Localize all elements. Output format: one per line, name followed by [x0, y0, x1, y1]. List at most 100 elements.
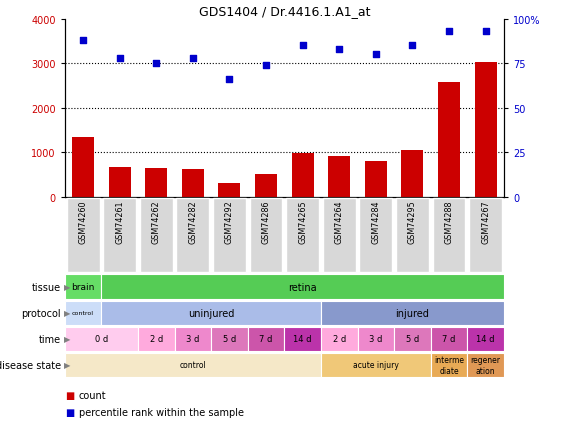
FancyBboxPatch shape	[101, 275, 504, 299]
Bar	[365, 162, 387, 197]
FancyBboxPatch shape	[396, 198, 429, 273]
Text: interme
diate: interme diate	[434, 355, 464, 375]
Text: GSM74284: GSM74284	[372, 200, 380, 243]
Bar	[182, 170, 204, 197]
FancyBboxPatch shape	[101, 301, 321, 325]
FancyBboxPatch shape	[213, 198, 246, 273]
FancyBboxPatch shape	[103, 198, 136, 273]
Text: 14 d: 14 d	[293, 335, 312, 343]
FancyBboxPatch shape	[286, 198, 319, 273]
FancyBboxPatch shape	[248, 327, 284, 351]
FancyBboxPatch shape	[321, 327, 358, 351]
Text: regener
ation: regener ation	[471, 355, 501, 375]
FancyBboxPatch shape	[249, 198, 283, 273]
Text: 3 d: 3 d	[369, 335, 382, 343]
Text: GSM74265: GSM74265	[298, 200, 307, 243]
FancyBboxPatch shape	[467, 327, 504, 351]
FancyBboxPatch shape	[431, 327, 467, 351]
Text: 14 d: 14 d	[476, 335, 495, 343]
Text: retina: retina	[288, 282, 317, 292]
Title: GDS1404 / Dr.4416.1.A1_at: GDS1404 / Dr.4416.1.A1_at	[199, 5, 370, 18]
FancyBboxPatch shape	[138, 327, 175, 351]
Text: injured: injured	[395, 308, 430, 318]
Text: GSM74260: GSM74260	[79, 200, 87, 243]
Text: GSM74262: GSM74262	[152, 200, 160, 243]
FancyBboxPatch shape	[211, 327, 248, 351]
Point	[115, 55, 124, 62]
Text: GSM74282: GSM74282	[189, 200, 197, 243]
Bar	[438, 83, 460, 197]
Text: 2 d: 2 d	[150, 335, 163, 343]
Bar	[292, 154, 314, 197]
FancyBboxPatch shape	[467, 353, 504, 377]
Bar	[72, 138, 94, 197]
Text: ▶: ▶	[64, 283, 70, 291]
Text: percentile rank within the sample: percentile rank within the sample	[79, 408, 244, 417]
Text: uninjured: uninjured	[188, 308, 234, 318]
Text: GSM74264: GSM74264	[335, 200, 343, 243]
Text: ▶: ▶	[64, 335, 70, 343]
Text: 5 d: 5 d	[223, 335, 236, 343]
FancyBboxPatch shape	[65, 353, 321, 377]
Point	[188, 55, 197, 62]
FancyBboxPatch shape	[359, 198, 392, 273]
Text: GSM74295: GSM74295	[408, 200, 417, 243]
Text: 0 d: 0 d	[95, 335, 108, 343]
Text: GSM74286: GSM74286	[262, 200, 270, 243]
Text: control: control	[180, 361, 206, 369]
Point	[334, 46, 343, 53]
Point	[408, 43, 417, 49]
Text: ▶: ▶	[64, 309, 70, 317]
Point	[152, 60, 161, 67]
Text: 7 d: 7 d	[260, 335, 272, 343]
Text: 3 d: 3 d	[186, 335, 199, 343]
FancyBboxPatch shape	[65, 275, 101, 299]
Bar	[328, 157, 350, 197]
Text: time: time	[39, 334, 61, 344]
Bar	[218, 183, 240, 197]
Text: ■: ■	[65, 408, 74, 417]
Text: tissue: tissue	[32, 282, 61, 292]
Bar	[109, 167, 131, 197]
Point	[298, 43, 307, 49]
Point	[225, 76, 234, 83]
FancyBboxPatch shape	[358, 327, 394, 351]
Bar	[255, 174, 277, 197]
Text: GSM74292: GSM74292	[225, 200, 234, 243]
Bar	[475, 63, 497, 197]
Text: GSM74288: GSM74288	[445, 200, 453, 243]
Text: GSM74267: GSM74267	[481, 200, 490, 243]
Bar	[401, 150, 423, 197]
Text: ▶: ▶	[64, 361, 70, 369]
Text: 2 d: 2 d	[333, 335, 346, 343]
Text: 5 d: 5 d	[406, 335, 419, 343]
Text: count: count	[79, 390, 106, 400]
Text: acute injury: acute injury	[353, 361, 399, 369]
FancyBboxPatch shape	[175, 327, 211, 351]
Text: GSM74261: GSM74261	[115, 200, 124, 243]
Text: ■: ■	[65, 390, 74, 400]
Point	[481, 29, 490, 36]
FancyBboxPatch shape	[140, 198, 173, 273]
FancyBboxPatch shape	[65, 327, 138, 351]
FancyBboxPatch shape	[469, 198, 502, 273]
FancyBboxPatch shape	[321, 301, 504, 325]
Bar	[145, 168, 167, 197]
FancyBboxPatch shape	[65, 301, 101, 325]
Text: control: control	[72, 310, 94, 316]
Point	[445, 29, 454, 36]
Point	[261, 62, 270, 69]
Point	[372, 52, 381, 59]
FancyBboxPatch shape	[432, 198, 466, 273]
FancyBboxPatch shape	[431, 353, 467, 377]
FancyBboxPatch shape	[394, 327, 431, 351]
FancyBboxPatch shape	[323, 198, 356, 273]
Text: protocol: protocol	[21, 308, 61, 318]
Text: disease state: disease state	[0, 360, 61, 370]
Text: 7 d: 7 d	[443, 335, 455, 343]
FancyBboxPatch shape	[284, 327, 321, 351]
Point	[79, 37, 88, 44]
FancyBboxPatch shape	[176, 198, 209, 273]
FancyBboxPatch shape	[66, 198, 100, 273]
Text: brain: brain	[72, 283, 95, 291]
